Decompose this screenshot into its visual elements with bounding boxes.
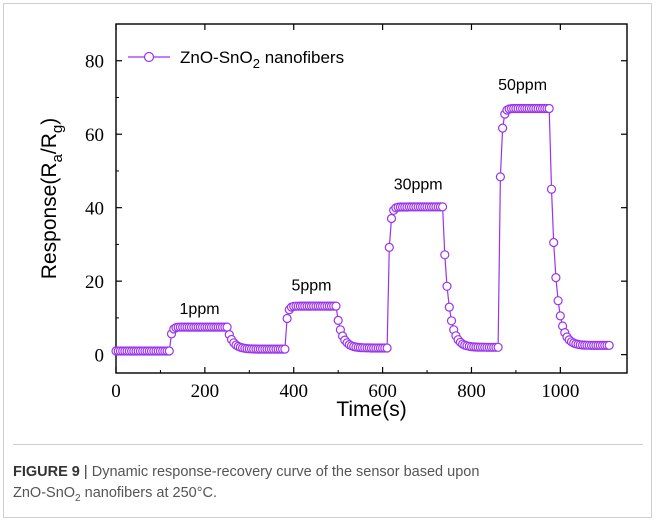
- data-point: [280, 344, 290, 354]
- figure-caption: FIGURE 9 | Dynamic response-recovery cur…: [13, 462, 643, 509]
- annotation-label: 30ppm: [394, 176, 443, 193]
- data-point: [551, 273, 561, 283]
- y-axis-title: Response(Ra/Rg): [38, 118, 66, 279]
- legend-label: ZnO-SnO2 nanofibers: [180, 48, 344, 71]
- data-point: [604, 340, 614, 350]
- chart: 0 200 400 600 800 1000 0 20 40 60 80 1ppm 5ppm 30ppm…: [38, 23, 628, 421]
- y-axis-title-mid: /R: [38, 133, 61, 154]
- annotation-label: 50ppm: [498, 77, 547, 94]
- y-tick-label: 0: [95, 346, 105, 367]
- x-tick-label: 1000: [541, 381, 579, 402]
- y-tick-label: 20: [85, 272, 104, 293]
- plot-frame: [115, 23, 628, 374]
- caption-label: FIGURE 9: [13, 464, 80, 480]
- data-point: [493, 342, 503, 352]
- x-axis-title: Time(s): [336, 398, 406, 421]
- data-point: [331, 301, 341, 311]
- y-axis-title-sub-g: g: [49, 125, 66, 133]
- data-point: [386, 213, 397, 224]
- x-tick-label: 0: [111, 381, 121, 402]
- figure-frame: [3, 3, 652, 518]
- y-axis-title-end: ): [38, 118, 61, 125]
- legend: ZnO-SnO2 nanofibers: [128, 48, 344, 71]
- data-point: [442, 281, 452, 291]
- series-layer: [111, 103, 614, 356]
- y-tick-label: 40: [85, 199, 104, 220]
- y-tick-label: 60: [85, 125, 104, 146]
- caption-line1: Dynamic response-recovery curve of the s…: [91, 464, 480, 480]
- data-point: [498, 123, 508, 133]
- annotation-label: 5ppm: [291, 277, 331, 294]
- x-tick-label: 800: [457, 381, 486, 402]
- data-point: [444, 302, 454, 312]
- data-point: [495, 172, 505, 182]
- x-tick-label: 600: [368, 381, 397, 402]
- y-axis-title-base: Response(R: [38, 162, 61, 279]
- legend-label-end: nanofibers: [260, 48, 344, 67]
- annotation-layer: 1ppm 5ppm 30ppm 50ppm: [180, 77, 548, 318]
- data-point: [446, 316, 457, 326]
- caption-line2-a: ZnO-SnO: [13, 485, 76, 501]
- data-point: [382, 343, 392, 353]
- caption-separator: |: [83, 464, 88, 480]
- data-point: [546, 184, 557, 194]
- data-point: [440, 250, 450, 260]
- data-point: [544, 103, 554, 114]
- data-point: [333, 315, 343, 325]
- data-point: [553, 296, 563, 306]
- y-axis-title-sub-a: a: [49, 153, 66, 162]
- data-point: [384, 242, 394, 252]
- data-point: [222, 322, 232, 332]
- caption-divider: [13, 444, 643, 445]
- data-point: [555, 311, 565, 321]
- legend-marker: [143, 51, 155, 63]
- x-tick-label: 400: [279, 381, 308, 402]
- caption-line2-b: nanofibers at 250°C.: [80, 485, 217, 501]
- data-point: [282, 313, 292, 324]
- annotation-label: 1ppm: [180, 301, 220, 318]
- axes: 0 200 400 600 800 1000 0 20 40 60 80: [85, 23, 628, 402]
- y-tick-label: 80: [85, 52, 104, 73]
- legend-label-sub: 2: [253, 56, 260, 71]
- legend-label-base: ZnO-SnO: [180, 48, 253, 67]
- x-tick-label: 200: [191, 381, 220, 402]
- caption-line2-sub: 2: [75, 492, 81, 504]
- data-point: [438, 202, 448, 212]
- data-point: [549, 237, 559, 248]
- data-point: [164, 346, 174, 356]
